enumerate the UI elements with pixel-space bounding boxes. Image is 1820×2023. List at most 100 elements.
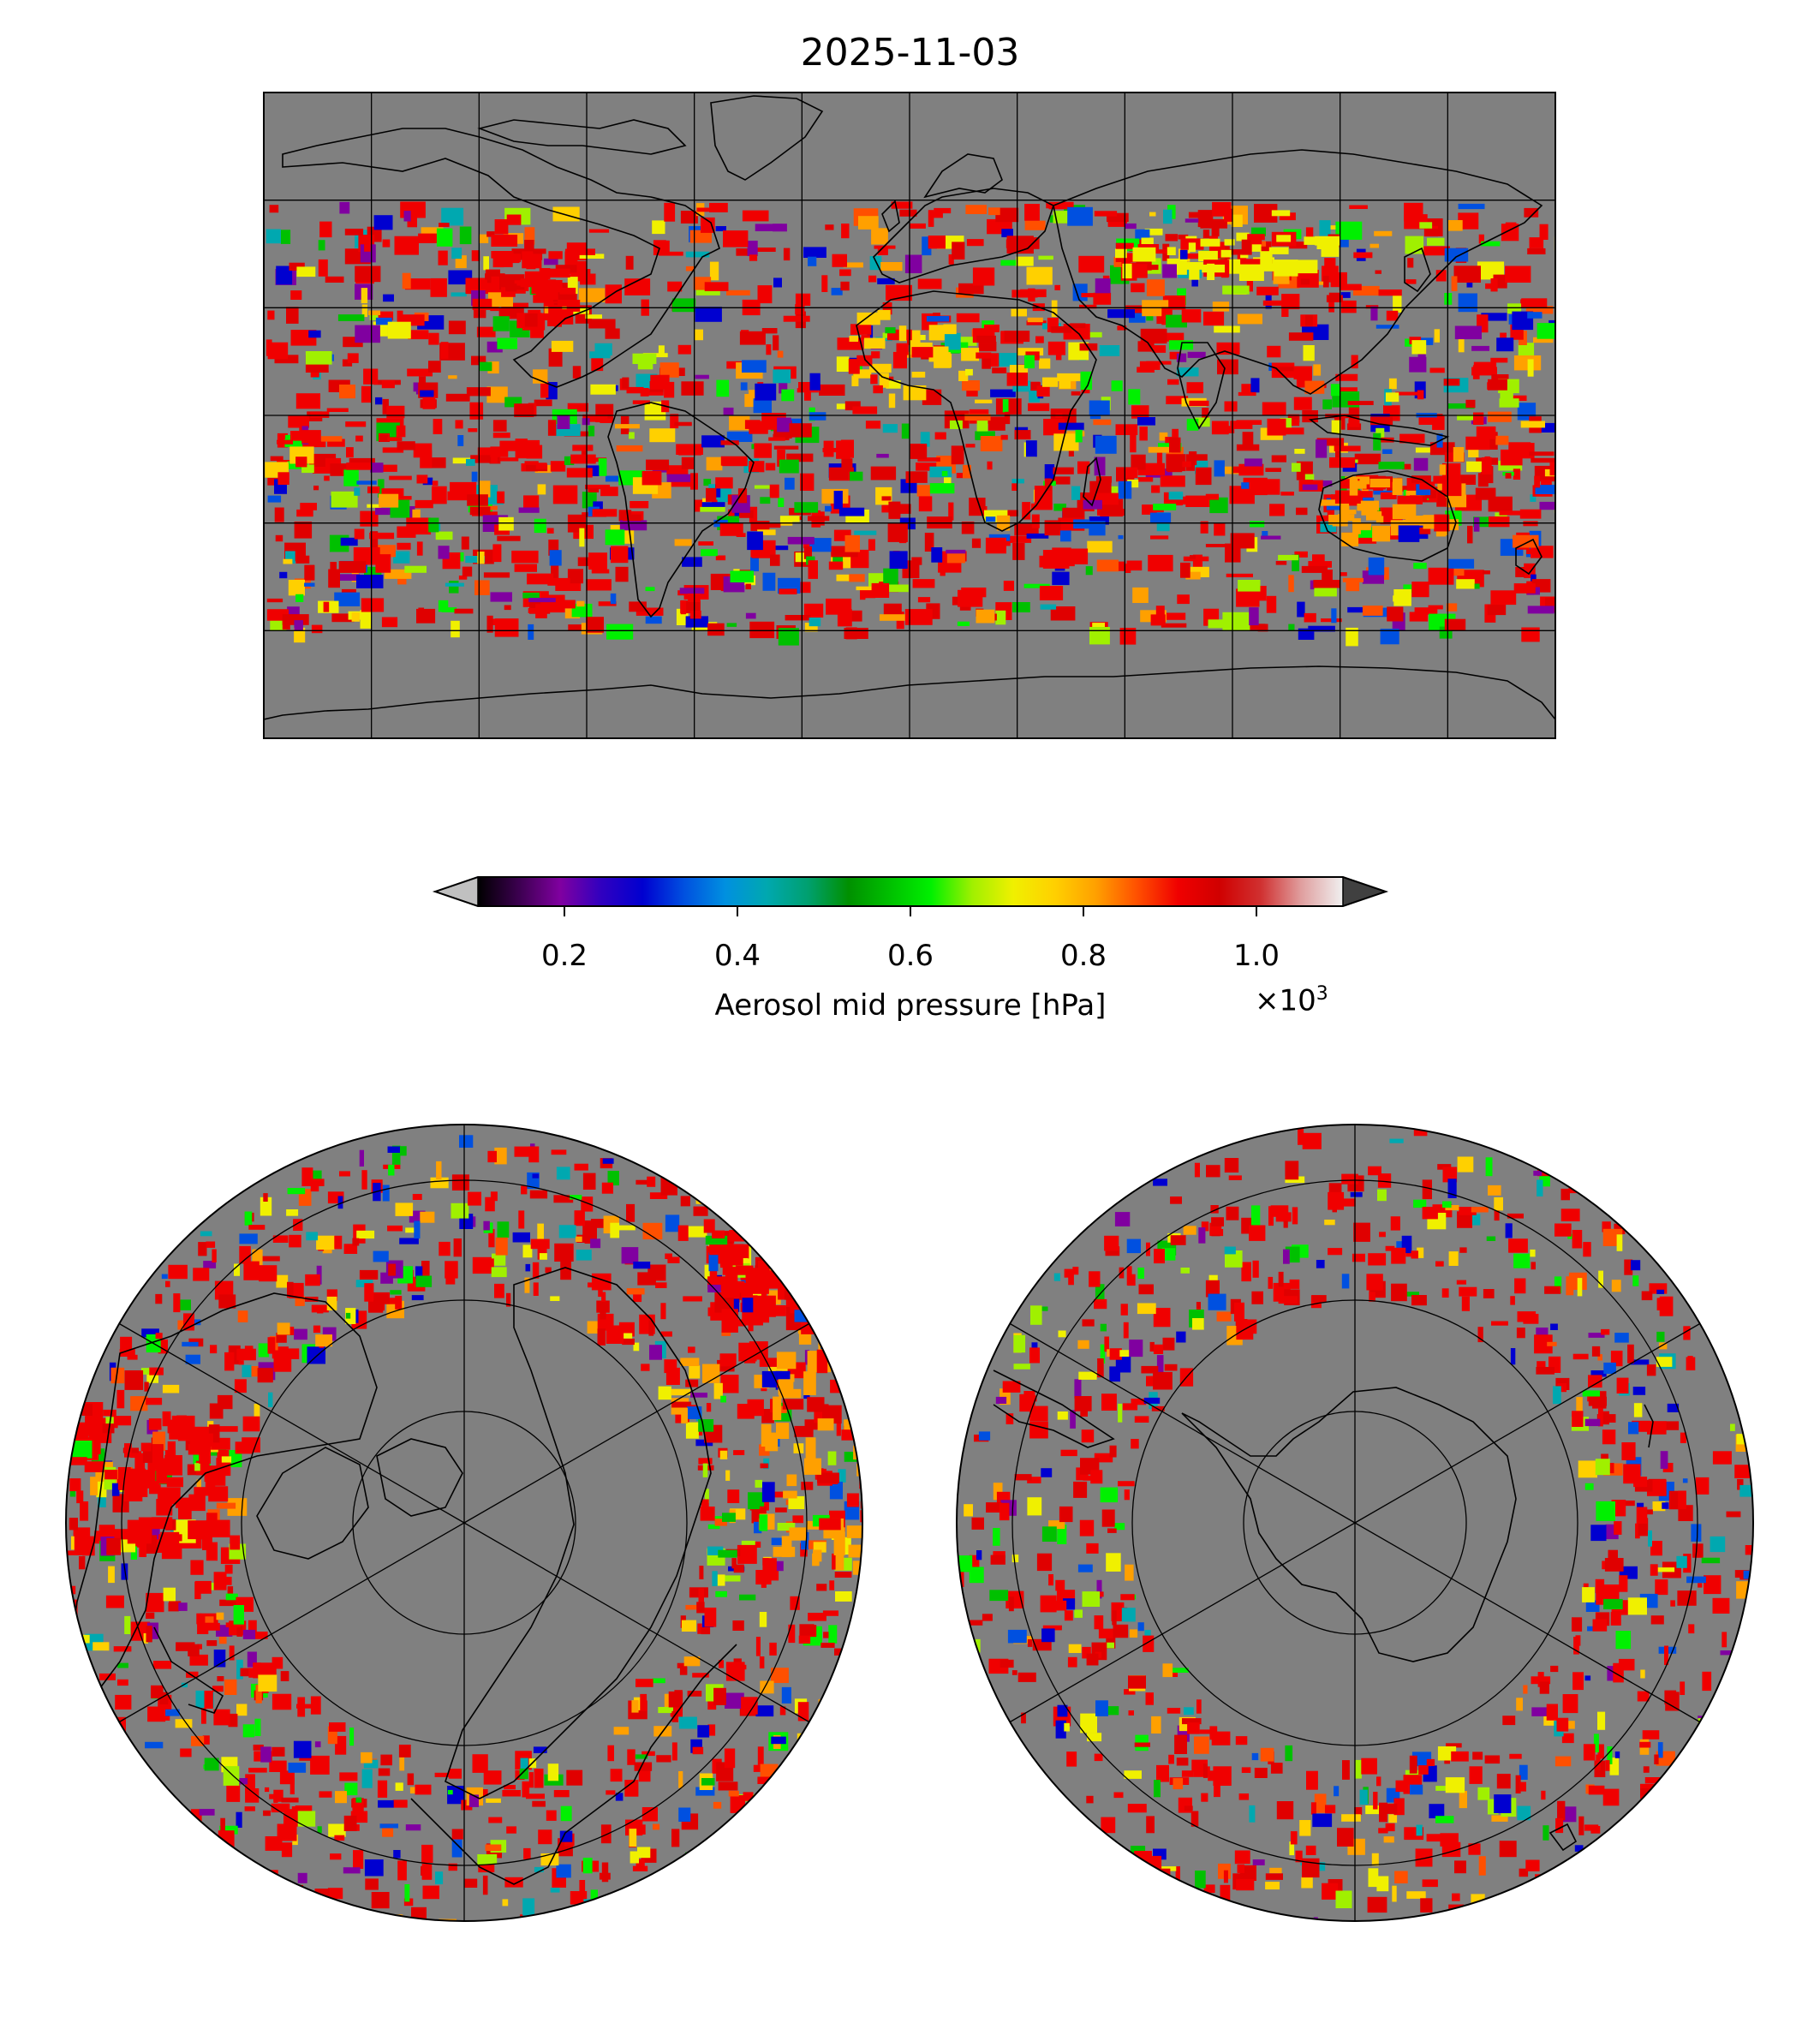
- aerosol-pixel: [715, 226, 726, 231]
- aerosol-pixel: [965, 444, 976, 448]
- aerosol-pixel: [761, 1409, 774, 1423]
- aerosol-pixel: [334, 1235, 343, 1250]
- aerosol-pixel: [330, 562, 337, 575]
- aerosol-pixel: [329, 1722, 346, 1732]
- aerosol-pixel: [1011, 1555, 1019, 1563]
- aerosol-pixel: [630, 501, 649, 509]
- aerosol-pixel: [1047, 341, 1065, 355]
- aerosol-pixel: [1295, 1850, 1303, 1863]
- aerosol-pixel: [1039, 555, 1059, 568]
- aerosol-pixel: [1170, 1196, 1182, 1204]
- aerosol-pixel: [1100, 1344, 1106, 1364]
- aerosol-pixel: [1375, 325, 1399, 329]
- aerosol-pixel: [1640, 1669, 1645, 1679]
- aerosol-pixel: [1249, 1805, 1256, 1823]
- aerosol-pixel: [871, 228, 888, 245]
- aerosol-pixel: [1168, 1754, 1174, 1764]
- aerosol-pixel: [266, 229, 281, 244]
- aerosol-pixel: [1125, 467, 1138, 478]
- aerosol-pixel: [532, 1800, 546, 1807]
- aerosol-pixel: [773, 335, 779, 351]
- aerosol-pixel: [1288, 575, 1294, 593]
- aerosol-pixel: [1428, 567, 1454, 585]
- aerosol-pixel: [375, 317, 392, 325]
- aerosol-pixel: [379, 433, 390, 442]
- aerosol-pixel: [497, 491, 505, 504]
- aerosol-pixel: [497, 1221, 510, 1238]
- global-gridlines: [264, 92, 1555, 738]
- aerosol-pixel: [295, 594, 304, 602]
- aerosol-pixel: [1044, 464, 1055, 480]
- aerosol-pixel: [671, 1829, 680, 1847]
- aerosol-pixel: [1453, 266, 1481, 283]
- aerosol-pixel: [296, 509, 313, 517]
- aerosol-pixel: [534, 1769, 544, 1788]
- aerosol-pixel: [739, 1594, 756, 1601]
- aerosol-pixel: [1588, 1396, 1607, 1406]
- aerosol-pixel: [758, 1225, 775, 1247]
- aerosol-pixel: [451, 292, 467, 297]
- aerosol-pixel: [90, 1477, 98, 1495]
- aerosol-pixel: [1096, 559, 1119, 572]
- aerosol-pixel: [265, 1787, 270, 1793]
- aerosol-pixel: [844, 1244, 855, 1267]
- aerosol-pixel: [602, 1158, 614, 1164]
- aerosol-pixel: [709, 202, 728, 212]
- aerosol-pixel: [1237, 313, 1262, 325]
- aerosol-pixel: [750, 557, 759, 571]
- aerosol-pixel: [741, 1697, 758, 1715]
- aerosol-pixel: [625, 255, 634, 270]
- aerosol-pixel: [962, 380, 980, 391]
- aerosol-pixel: [1572, 1411, 1584, 1427]
- aerosol-pixel: [1415, 1848, 1433, 1867]
- aerosol-pixel: [1597, 1744, 1604, 1759]
- aerosol-pixel: [364, 1859, 384, 1877]
- aerosol-pixel: [280, 1671, 289, 1681]
- aerosol-pixel: [471, 1216, 476, 1227]
- aerosol-pixel: [482, 1875, 488, 1895]
- aerosol-pixel: [649, 428, 676, 443]
- aerosol-pixel: [551, 340, 574, 352]
- aerosol-pixel: [709, 261, 719, 281]
- aerosol-pixel: [445, 582, 464, 587]
- aerosol-pixel: [1267, 345, 1281, 358]
- coast-antarctica: [264, 665, 1555, 738]
- aerosol-pixel: [1611, 1280, 1621, 1292]
- aerosol-pixel: [911, 347, 934, 358]
- aerosol-pixel: [698, 1588, 704, 1603]
- aerosol-pixel: [748, 1492, 765, 1510]
- aerosol-pixel: [297, 1872, 307, 1883]
- aerosol-pixel: [1736, 1434, 1745, 1445]
- aerosol-pixel: [407, 368, 433, 377]
- aerosol-pixel: [1373, 1792, 1378, 1810]
- aerosol-pixel: [694, 329, 703, 341]
- aerosol-pixel: [1004, 411, 1011, 425]
- aerosol-pixel: [1582, 1390, 1600, 1397]
- aerosol-pixel: [310, 1696, 321, 1715]
- aerosol-pixel: [305, 1274, 320, 1286]
- coast-north-america-polar: [68, 1292, 378, 1698]
- aerosol-pixel: [1188, 212, 1209, 218]
- aerosol-pixel: [272, 1746, 285, 1757]
- aerosol-pixel: [706, 457, 723, 471]
- aerosol-pixel: [1096, 1579, 1102, 1599]
- aerosol-pixel: [1021, 1712, 1026, 1724]
- aerosol-pixel: [330, 1853, 342, 1860]
- aerosol-pixel: [1656, 1289, 1665, 1294]
- aerosol-pixel: [1353, 252, 1373, 259]
- aerosol-pixel: [383, 294, 394, 302]
- aerosol-pixel: [1555, 1817, 1564, 1834]
- coast-central-america-polar: [153, 1626, 224, 1714]
- aerosol-pixel: [359, 1269, 379, 1280]
- aerosol-pixel: [849, 574, 865, 582]
- aerosol-pixel: [1488, 496, 1513, 512]
- aerosol-pixel: [84, 1461, 104, 1472]
- aerosol-pixel: [546, 528, 554, 534]
- aerosol-pixel: [1181, 309, 1202, 323]
- aerosol-pixel: [737, 1404, 755, 1419]
- aerosol-pixel: [352, 1238, 360, 1246]
- aerosol-pixel: [236, 1659, 243, 1680]
- aerosol-pixel: [121, 1563, 128, 1580]
- aerosol-pixel: [277, 472, 289, 485]
- aerosol-pixel: [1265, 289, 1272, 309]
